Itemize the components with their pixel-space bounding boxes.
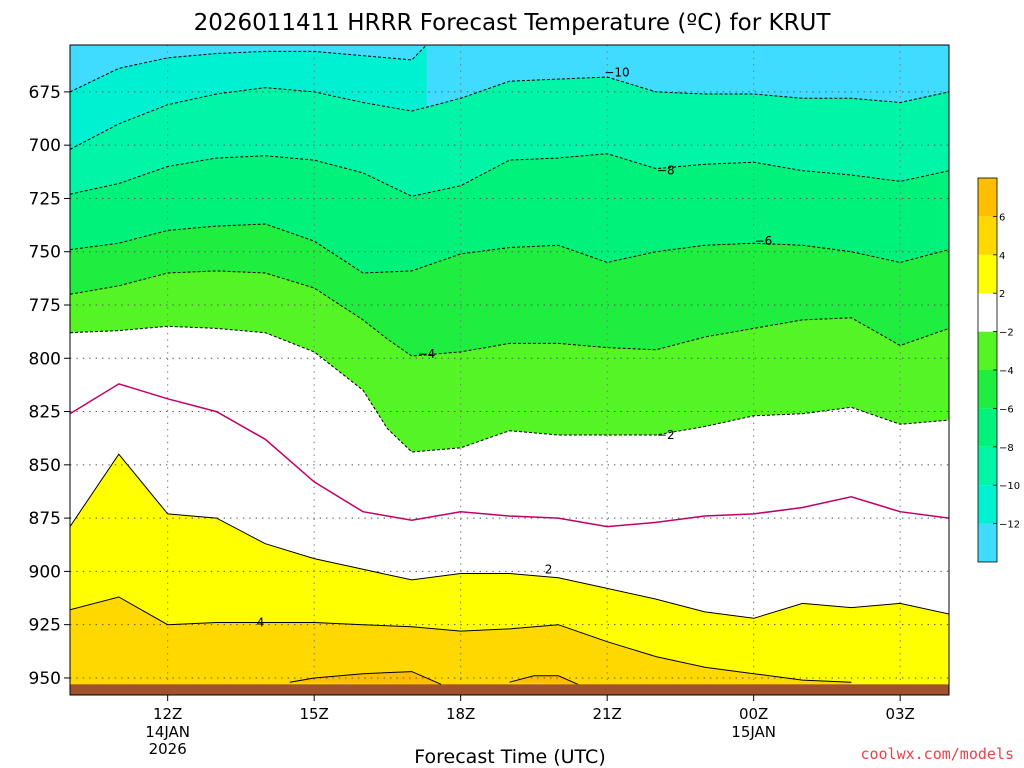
ground-surface — [70, 684, 949, 695]
colorbar-swatch-8 — [978, 216, 997, 255]
contour-label-7: 2 — [545, 562, 553, 576]
colorbar-swatch-7 — [978, 254, 997, 294]
colorbar-label-3: −6 — [999, 404, 1014, 415]
y-tick-label-775: 775 — [29, 296, 61, 316]
isotherm-m12-0 — [70, 45, 427, 93]
colorbar-swatch-2 — [978, 446, 997, 486]
colorbar-label-4: −4 — [999, 366, 1014, 377]
colorbar-swatch-3 — [978, 408, 997, 447]
colorbar-swatch-9 — [978, 178, 997, 217]
x-tick-label-15Z: 15Z — [299, 705, 328, 723]
y-tick-label-900: 900 — [29, 562, 61, 582]
y-tick-label-700: 700 — [29, 136, 61, 156]
x-tick-label-18Z: 18Z — [446, 705, 475, 723]
y-tick-label-825: 825 — [29, 403, 61, 423]
y-tick-label-850: 850 — [29, 456, 61, 476]
y-tick-label-725: 725 — [29, 189, 61, 209]
contour-label-8: 4 — [257, 616, 265, 630]
credit-link[interactable]: coolwx.com/models — [860, 745, 1014, 763]
temperature-fill-bands — [70, 45, 949, 695]
y-tick-label-675: 675 — [29, 83, 61, 103]
isotherm-6-10 — [509, 675, 579, 685]
colorbar-swatch-4 — [978, 370, 997, 409]
colorbar-label-1: −10 — [999, 481, 1020, 492]
isotherm-m8-2 — [70, 153, 949, 197]
band-fill-4 — [70, 597, 852, 695]
isotherm-0-6 — [70, 383, 949, 528]
x-tick-label-03Z: 03Z — [885, 705, 914, 723]
y-tick-label-950: 950 — [29, 669, 61, 689]
x-tick-sublabel-2026: 2026 — [149, 740, 187, 758]
colorbar-label-5: −2 — [999, 328, 1014, 339]
contour-label-5: −2 — [657, 428, 675, 442]
chart-title: 2026011411 HRRR Forecast Temperature (ºC… — [194, 10, 832, 36]
colorbar-swatch-5 — [978, 331, 997, 370]
x-tick-label-00Z: 00Z — [739, 705, 768, 723]
isotherm-4-8 — [70, 596, 852, 683]
contour-labels: −10 −8 −6 −4 −2 2 4 — [257, 66, 773, 630]
contour-label-3: −6 — [755, 234, 773, 248]
isotherm-m4-4 — [70, 270, 949, 357]
y-tick-label-750: 750 — [29, 243, 61, 263]
colorbar-swatch-0 — [978, 523, 997, 562]
colorbar-label-2: −8 — [999, 443, 1014, 454]
isotherm-m2-5 — [70, 325, 949, 453]
colorbar-swatch-6 — [978, 293, 997, 332]
colorbar-label-0: −12 — [999, 520, 1020, 531]
x-tick-label-21Z: 21Z — [592, 705, 621, 723]
x-tick-sublabel-15JAN: 15JAN — [731, 723, 776, 741]
colorbar-label-8: 6 — [999, 212, 1005, 223]
colorbar-swatch-1 — [978, 485, 997, 524]
isotherm-6-9 — [289, 671, 442, 685]
y-tick-label-875: 875 — [29, 509, 61, 529]
y-tick-label-925: 925 — [29, 616, 61, 636]
plot-frame — [69, 44, 950, 696]
x-tick-label-12Z: 12Z — [153, 705, 182, 723]
isotherm-contours — [70, 45, 949, 685]
colorbar-label-6: 2 — [999, 289, 1005, 300]
colorbar-legend: −12 −10 −8 −6 −4 −2 2 4 6 — [977, 177, 1020, 563]
isotherm-m6-3 — [70, 223, 949, 274]
contour-label-1: −10 — [604, 66, 629, 80]
colorbar-label-7: 4 — [999, 251, 1005, 262]
contour-label-2: −8 — [657, 164, 675, 178]
x-tick-sublabel-14JAN: 14JAN — [145, 723, 190, 741]
x-axis-label: Forecast Time (UTC) — [414, 746, 605, 768]
isotherm-2-7 — [70, 453, 949, 619]
isotherm-m10-1 — [70, 76, 949, 150]
y-tick-label-800: 800 — [29, 349, 61, 369]
y-axis-ticks: 675 700 725 750 775 800 825 850 875 900 925 950 — [29, 83, 70, 689]
contour-label-4: −4 — [418, 347, 436, 361]
